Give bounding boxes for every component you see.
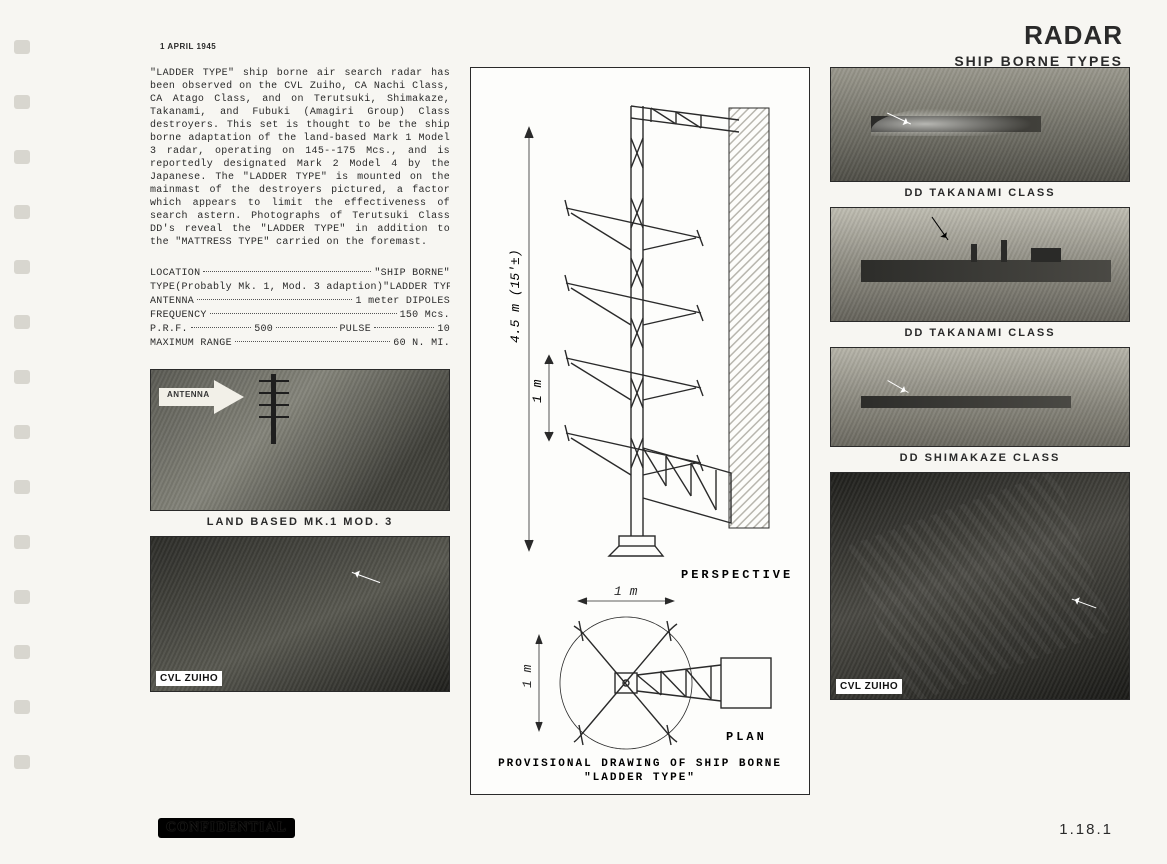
header-title: RADAR [954, 20, 1123, 51]
right-column: DD TAKANAMI CLASS DD TAKANAMI CLASS DD S… [830, 67, 1130, 700]
spec-mid-value: 500 [254, 323, 273, 337]
drawing-caption-1: PROVISIONAL DRAWING OF SHIP BORNE [498, 758, 782, 770]
page-header: RADAR SHIP BORNE TYPES [954, 20, 1123, 69]
spec-label: ANTENNA [150, 295, 194, 309]
spec-mid-label: PULSE [340, 323, 372, 337]
photo-land-based: ANTENNA [150, 369, 450, 511]
antenna-arrow-label: ANTENNA [167, 390, 210, 399]
spec-row: TYPE(Probably Mk. 1, Mod. 3 adaption) "L… [150, 281, 450, 295]
spec-label: LOCATION [150, 267, 200, 281]
spec-label: MAXIMUM RANGE [150, 337, 232, 351]
antenna-arrow-icon [159, 380, 259, 420]
spec-value: 10 [437, 323, 450, 337]
page-number: 1.18.1 [1059, 821, 1113, 838]
spec-value: "LADDER TYPE" [383, 281, 450, 295]
photo-cvl-zuiho-left: CVL ZUIHO [150, 536, 450, 692]
spec-label: P.R.F. [150, 323, 188, 337]
left-column: "LADDER TYPE" ship borne air search rada… [150, 67, 450, 692]
spec-row: MAXIMUM RANGE 60 N. MI. [150, 337, 450, 351]
classification-stamp: CONFIDENTIAL [158, 818, 295, 838]
label-plan: PLAN [726, 730, 767, 744]
spec-value: "SHIP BORNE" [374, 267, 450, 281]
dim-segment: 1 m [530, 379, 545, 403]
body-paragraph: "LADDER TYPE" ship borne air search rada… [150, 67, 450, 249]
spec-row: LOCATION "SHIP BORNE" [150, 267, 450, 281]
technical-drawing: 4.5 m (15'±) 1 m PERSPECTIVE 1 m 1 m [470, 67, 810, 795]
photo-tag: CVL ZUIHO [156, 671, 222, 686]
label-perspective: PERSPECTIVE [681, 568, 793, 582]
photo-dd-shimakaze [830, 347, 1130, 447]
spec-row: P.R.F. 500 PULSE 10 [150, 323, 450, 337]
photo-tag: CVL ZUIHO [836, 679, 902, 694]
photo-cvl-zuiho-right: CVL ZUIHO [830, 472, 1130, 700]
spec-value: 1 meter DIPOLES [355, 295, 450, 309]
spec-row: ANTENNA 1 meter DIPOLES [150, 295, 450, 309]
spec-table: LOCATION "SHIP BORNE" TYPE(Probably Mk. … [150, 267, 450, 351]
photo-caption: DD TAKANAMI CLASS [830, 327, 1130, 339]
ladder-drawing-svg: 4.5 m (15'±) 1 m PERSPECTIVE 1 m 1 m [481, 78, 799, 784]
spec-row: FREQUENCY 150 Mcs. [150, 309, 450, 323]
drawing-caption-2: "LADDER TYPE" [584, 772, 696, 784]
spec-label: FREQUENCY [150, 309, 207, 323]
spec-label: TYPE(Probably Mk. 1, Mod. 3 adaption) [150, 281, 383, 295]
spec-value: 60 N. MI. [393, 337, 450, 351]
svg-text:1 m: 1 m [520, 664, 535, 688]
photo-caption: DD TAKANAMI CLASS [830, 187, 1130, 199]
middle-column: 4.5 m (15'±) 1 m PERSPECTIVE 1 m 1 m [470, 67, 810, 795]
svg-text:1 m: 1 m [614, 584, 638, 599]
photo-dd-takanami-1 [830, 67, 1130, 182]
document-page: RADAR SHIP BORNE TYPES 1 APRIL 1945 "LAD… [50, 22, 1143, 844]
document-date: 1 APRIL 1945 [160, 42, 216, 51]
photo-caption: DD SHIMAKAZE CLASS [830, 452, 1130, 464]
photo-caption: LAND BASED MK.1 MOD. 3 [150, 516, 450, 528]
dim-total-height: 4.5 m (15'±) [508, 249, 523, 343]
photo-dd-takanami-2 [830, 207, 1130, 322]
spec-value: 150 Mcs. [400, 309, 450, 323]
spiral-binding [0, 0, 40, 864]
